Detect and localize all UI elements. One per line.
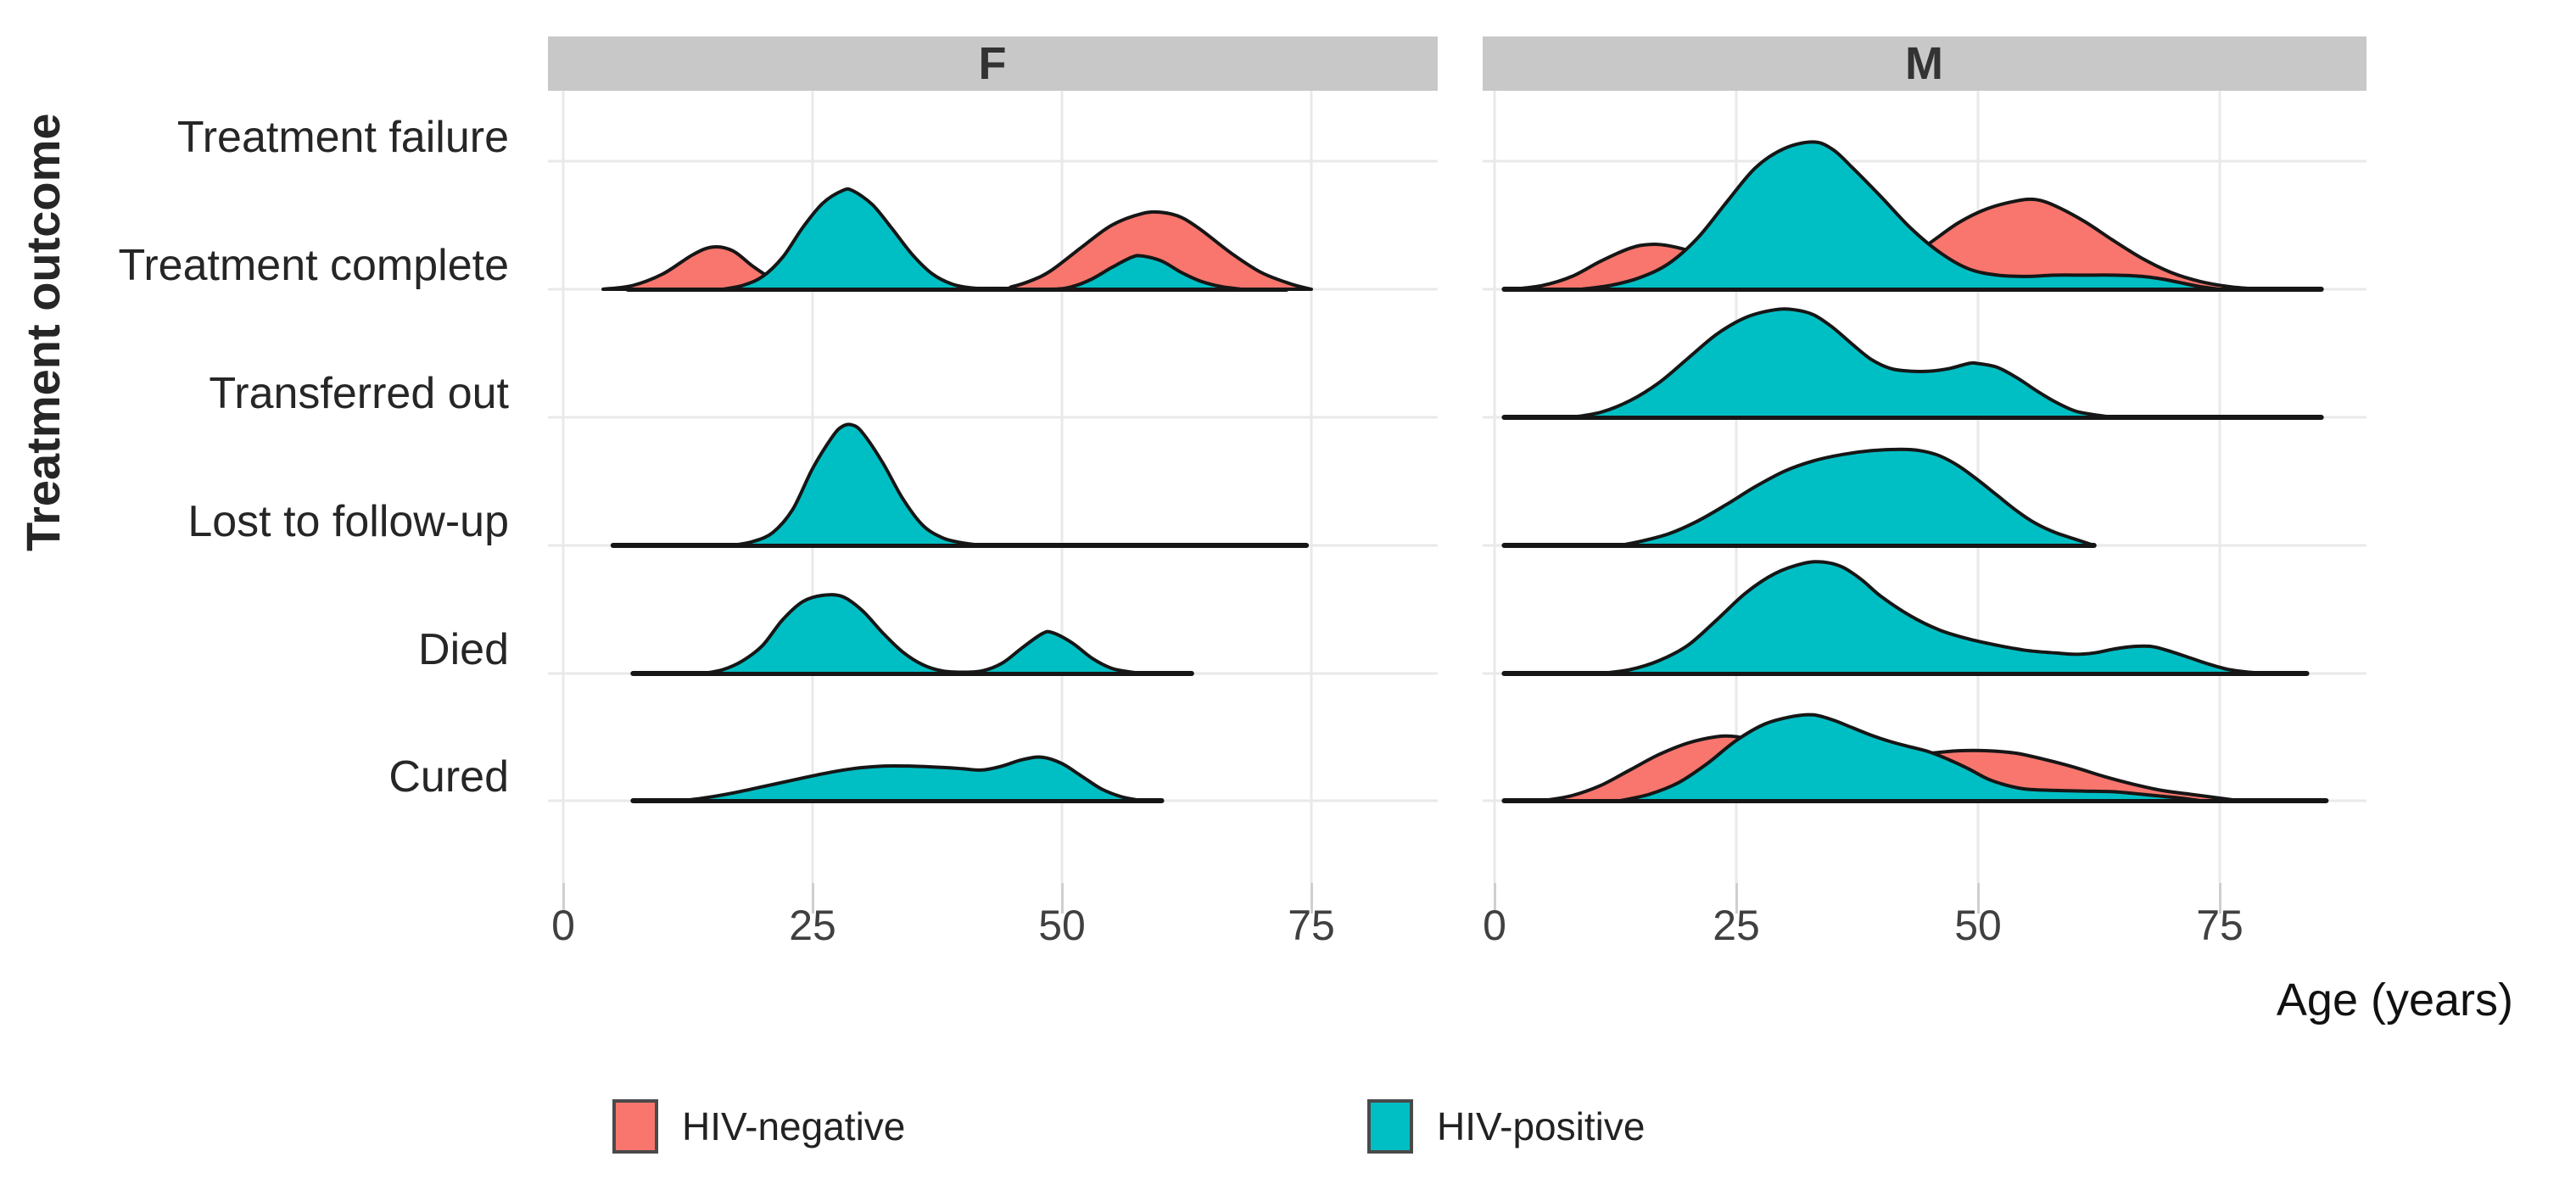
density-curve-hiv-positive: [1618, 712, 2203, 802]
facet-strip-m: M: [1483, 36, 2366, 91]
category-label-died: Died: [418, 625, 509, 674]
density-curve-hiv-positive: [681, 755, 1144, 802]
density-curve-hiv-positive: [1570, 307, 2115, 419]
density-curve-hiv-positive: [701, 593, 1144, 675]
hiv-negative-swatch-icon: [612, 1099, 658, 1154]
x-axis-tick-label: 75: [1288, 902, 1335, 949]
facet-strip-f-label: F: [978, 38, 1008, 89]
density-curve-hiv-positive: [1618, 447, 2096, 547]
x-axis-tick: [1310, 883, 1313, 914]
x-axis-tick-label: 50: [1954, 902, 2002, 949]
x-axis-tick: [1976, 883, 1980, 914]
x-axis-tick-label: 0: [551, 902, 575, 949]
x-axis-tick: [1060, 883, 1064, 914]
density-curve-hiv-positive: [730, 422, 984, 547]
density-curve-hiv-positive: [1599, 560, 2270, 675]
x-axis-tick-label: 25: [789, 902, 836, 949]
category-label-transferred-out: Transferred out: [209, 369, 509, 418]
x-axis-tick-label: 0: [1483, 902, 1506, 949]
x-axis-tick-label: 75: [2196, 902, 2244, 949]
x-axis-tick: [811, 883, 814, 914]
legend-label-hiv-negative: HIV-negative: [682, 1104, 906, 1148]
facet-strip-f: F: [548, 36, 1438, 91]
category-label-treatment-failure: Treatment failure: [176, 113, 509, 162]
hiv-positive-swatch-icon: [1367, 1099, 1413, 1154]
x-axis-tick: [2218, 883, 2221, 914]
facet-panel-f: [548, 91, 1438, 883]
legend-label-hiv-positive: HIV-positive: [1437, 1104, 1646, 1148]
x-axis-tick-label: 50: [1038, 902, 1086, 949]
x-axis-tick: [1735, 883, 1738, 914]
category-label-lost-to-follow-up: Lost to follow-up: [187, 497, 509, 546]
x-axis-tick: [1493, 883, 1496, 914]
legend-item-hiv-positive: HIV-positive: [1367, 1099, 1645, 1154]
facet-panel-m: [1483, 91, 2366, 883]
x-axis-tick-label: 25: [1713, 902, 1760, 949]
category-label-treatment-complete: Treatment complete: [118, 241, 509, 290]
x-axis-tick: [562, 883, 565, 914]
facet-strip-m-label: M: [1905, 38, 1944, 89]
density-curve-hiv-negative: [601, 210, 1313, 291]
legend-item-hiv-negative: HIV-negative: [612, 1099, 905, 1154]
category-label-cured: Cured: [388, 752, 509, 802]
x-axis-title: Age (years): [2276, 975, 2513, 1025]
density-curve-hiv-positive: [721, 187, 1243, 291]
density-curve-hiv-positive: [1579, 140, 2221, 291]
